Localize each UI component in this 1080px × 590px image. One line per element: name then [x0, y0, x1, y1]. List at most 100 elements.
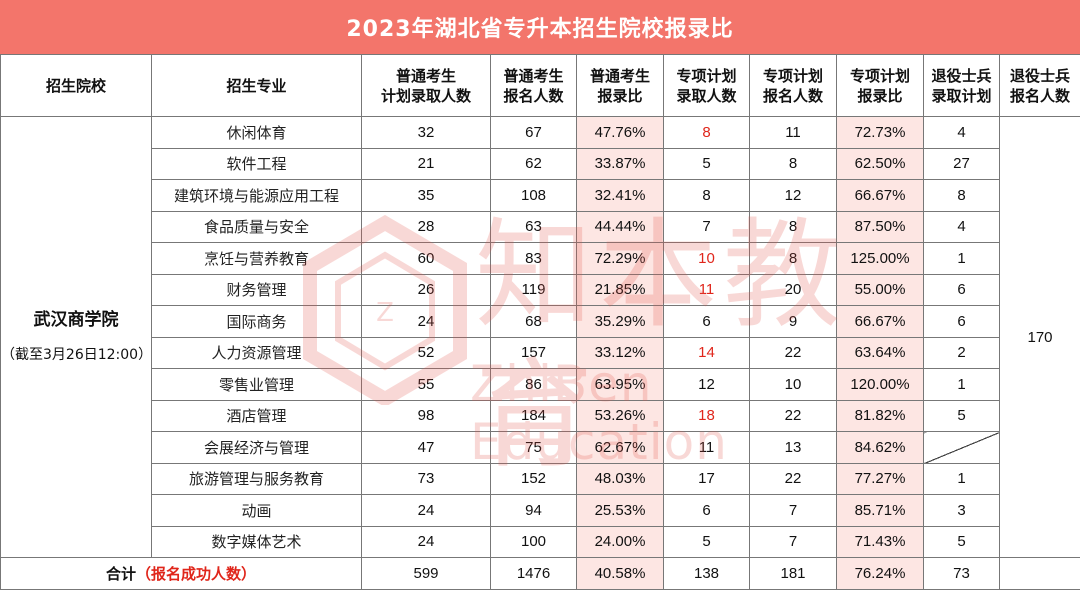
admission-ratio-table: 招生院校招生专业普通考生 计划录取人数普通考生 报名人数普通考生 报录比 专项计划…	[0, 54, 1080, 590]
plan-cell: 73	[362, 463, 491, 495]
special-ratio-cell: 55.00%	[837, 274, 924, 306]
special-applied-cell: 8	[750, 211, 837, 243]
special-applied-cell: 13	[750, 432, 837, 464]
ratio-cell: 35.29%	[577, 306, 664, 338]
total-label-text: 合计	[106, 565, 136, 583]
special-admit-cell: 17	[664, 463, 750, 495]
ratio-cell: 72.29%	[577, 243, 664, 275]
column-header: 专项计划 报录比	[837, 55, 924, 117]
total-applied: 1476	[491, 558, 577, 590]
special-admit-cell: 7	[664, 211, 750, 243]
column-header: 普通考生 报录比	[577, 55, 664, 117]
plan-cell: 21	[362, 148, 491, 180]
veteran-plan-cell: 27	[924, 148, 1000, 180]
ratio-cell: 47.76%	[577, 117, 664, 149]
plan-cell: 24	[362, 526, 491, 558]
special-ratio-cell: 77.27%	[837, 463, 924, 495]
special-applied-cell: 9	[750, 306, 837, 338]
school-note: （截至3月26日12:00）	[1, 345, 151, 366]
veteran-plan-cell: 1	[924, 463, 1000, 495]
school-name: 武汉商学院	[1, 309, 151, 331]
special-ratio-cell: 66.67%	[837, 180, 924, 212]
special-admit-cell: 11	[664, 432, 750, 464]
applied-cell: 67	[491, 117, 577, 149]
special-admit-cell: 11	[664, 274, 750, 306]
ratio-cell: 33.87%	[577, 148, 664, 180]
special-ratio-cell: 125.00%	[837, 243, 924, 275]
major-cell: 食品质量与安全	[152, 211, 362, 243]
special-admit-cell: 18	[664, 400, 750, 432]
major-cell: 会展经济与管理	[152, 432, 362, 464]
ratio-cell: 63.95%	[577, 369, 664, 401]
major-cell: 建筑环境与能源应用工程	[152, 180, 362, 212]
total-special-ratio: 76.24%	[837, 558, 924, 590]
special-admit-cell: 12	[664, 369, 750, 401]
plan-cell: 47	[362, 432, 491, 464]
veteran-applied-cell: 170	[1000, 117, 1080, 558]
plan-cell: 98	[362, 400, 491, 432]
special-ratio-cell: 84.62%	[837, 432, 924, 464]
special-applied-cell: 7	[750, 495, 837, 527]
total-veteran-plan: 73	[924, 558, 1000, 590]
special-applied-cell: 22	[750, 463, 837, 495]
special-admit-cell: 14	[664, 337, 750, 369]
special-applied-cell: 8	[750, 148, 837, 180]
applied-cell: 100	[491, 526, 577, 558]
school-cell: 武汉商学院 （截至3月26日12:00）	[1, 117, 152, 558]
total-label: 合计（报名成功人数）	[1, 558, 362, 590]
total-ratio: 40.58%	[577, 558, 664, 590]
ratio-cell: 25.53%	[577, 495, 664, 527]
column-header: 普通考生 计划录取人数	[362, 55, 491, 117]
column-header: 退役士兵 报名人数	[1000, 55, 1080, 117]
plan-cell: 26	[362, 274, 491, 306]
column-header: 招生院校	[1, 55, 152, 117]
veteran-plan-cell: 3	[924, 495, 1000, 527]
plan-cell: 55	[362, 369, 491, 401]
total-special-applied: 181	[750, 558, 837, 590]
applied-cell: 86	[491, 369, 577, 401]
veteran-plan-cell: 5	[924, 526, 1000, 558]
major-cell: 零售业管理	[152, 369, 362, 401]
special-applied-cell: 10	[750, 369, 837, 401]
special-applied-cell: 12	[750, 180, 837, 212]
column-header: 普通考生 报名人数	[491, 55, 577, 117]
veteran-plan-cell: 8	[924, 180, 1000, 212]
ratio-cell: 21.85%	[577, 274, 664, 306]
special-applied-cell: 22	[750, 337, 837, 369]
special-applied-cell: 22	[750, 400, 837, 432]
major-cell: 酒店管理	[152, 400, 362, 432]
applied-cell: 75	[491, 432, 577, 464]
ratio-cell: 53.26%	[577, 400, 664, 432]
special-ratio-cell: 63.64%	[837, 337, 924, 369]
ratio-cell: 24.00%	[577, 526, 664, 558]
applied-cell: 68	[491, 306, 577, 338]
applied-cell: 62	[491, 148, 577, 180]
veteran-plan-cell: 6	[924, 274, 1000, 306]
special-applied-cell: 8	[750, 243, 837, 275]
total-veteran-applied	[1000, 558, 1080, 590]
major-cell: 休闲体育	[152, 117, 362, 149]
column-header: 退役士兵 录取计划	[924, 55, 1000, 117]
veteran-plan-cell: 4	[924, 211, 1000, 243]
special-applied-cell: 7	[750, 526, 837, 558]
column-header: 招生专业	[152, 55, 362, 117]
veteran-plan-cell: 5	[924, 400, 1000, 432]
total-special-admit: 138	[664, 558, 750, 590]
total-label-paren: （报名成功人数）	[136, 565, 256, 583]
plan-cell: 24	[362, 306, 491, 338]
column-header: 专项计划 报名人数	[750, 55, 837, 117]
special-admit-cell: 10	[664, 243, 750, 275]
applied-cell: 108	[491, 180, 577, 212]
plan-cell: 35	[362, 180, 491, 212]
applied-cell: 157	[491, 337, 577, 369]
applied-cell: 119	[491, 274, 577, 306]
major-cell: 软件工程	[152, 148, 362, 180]
total-plan: 599	[362, 558, 491, 590]
